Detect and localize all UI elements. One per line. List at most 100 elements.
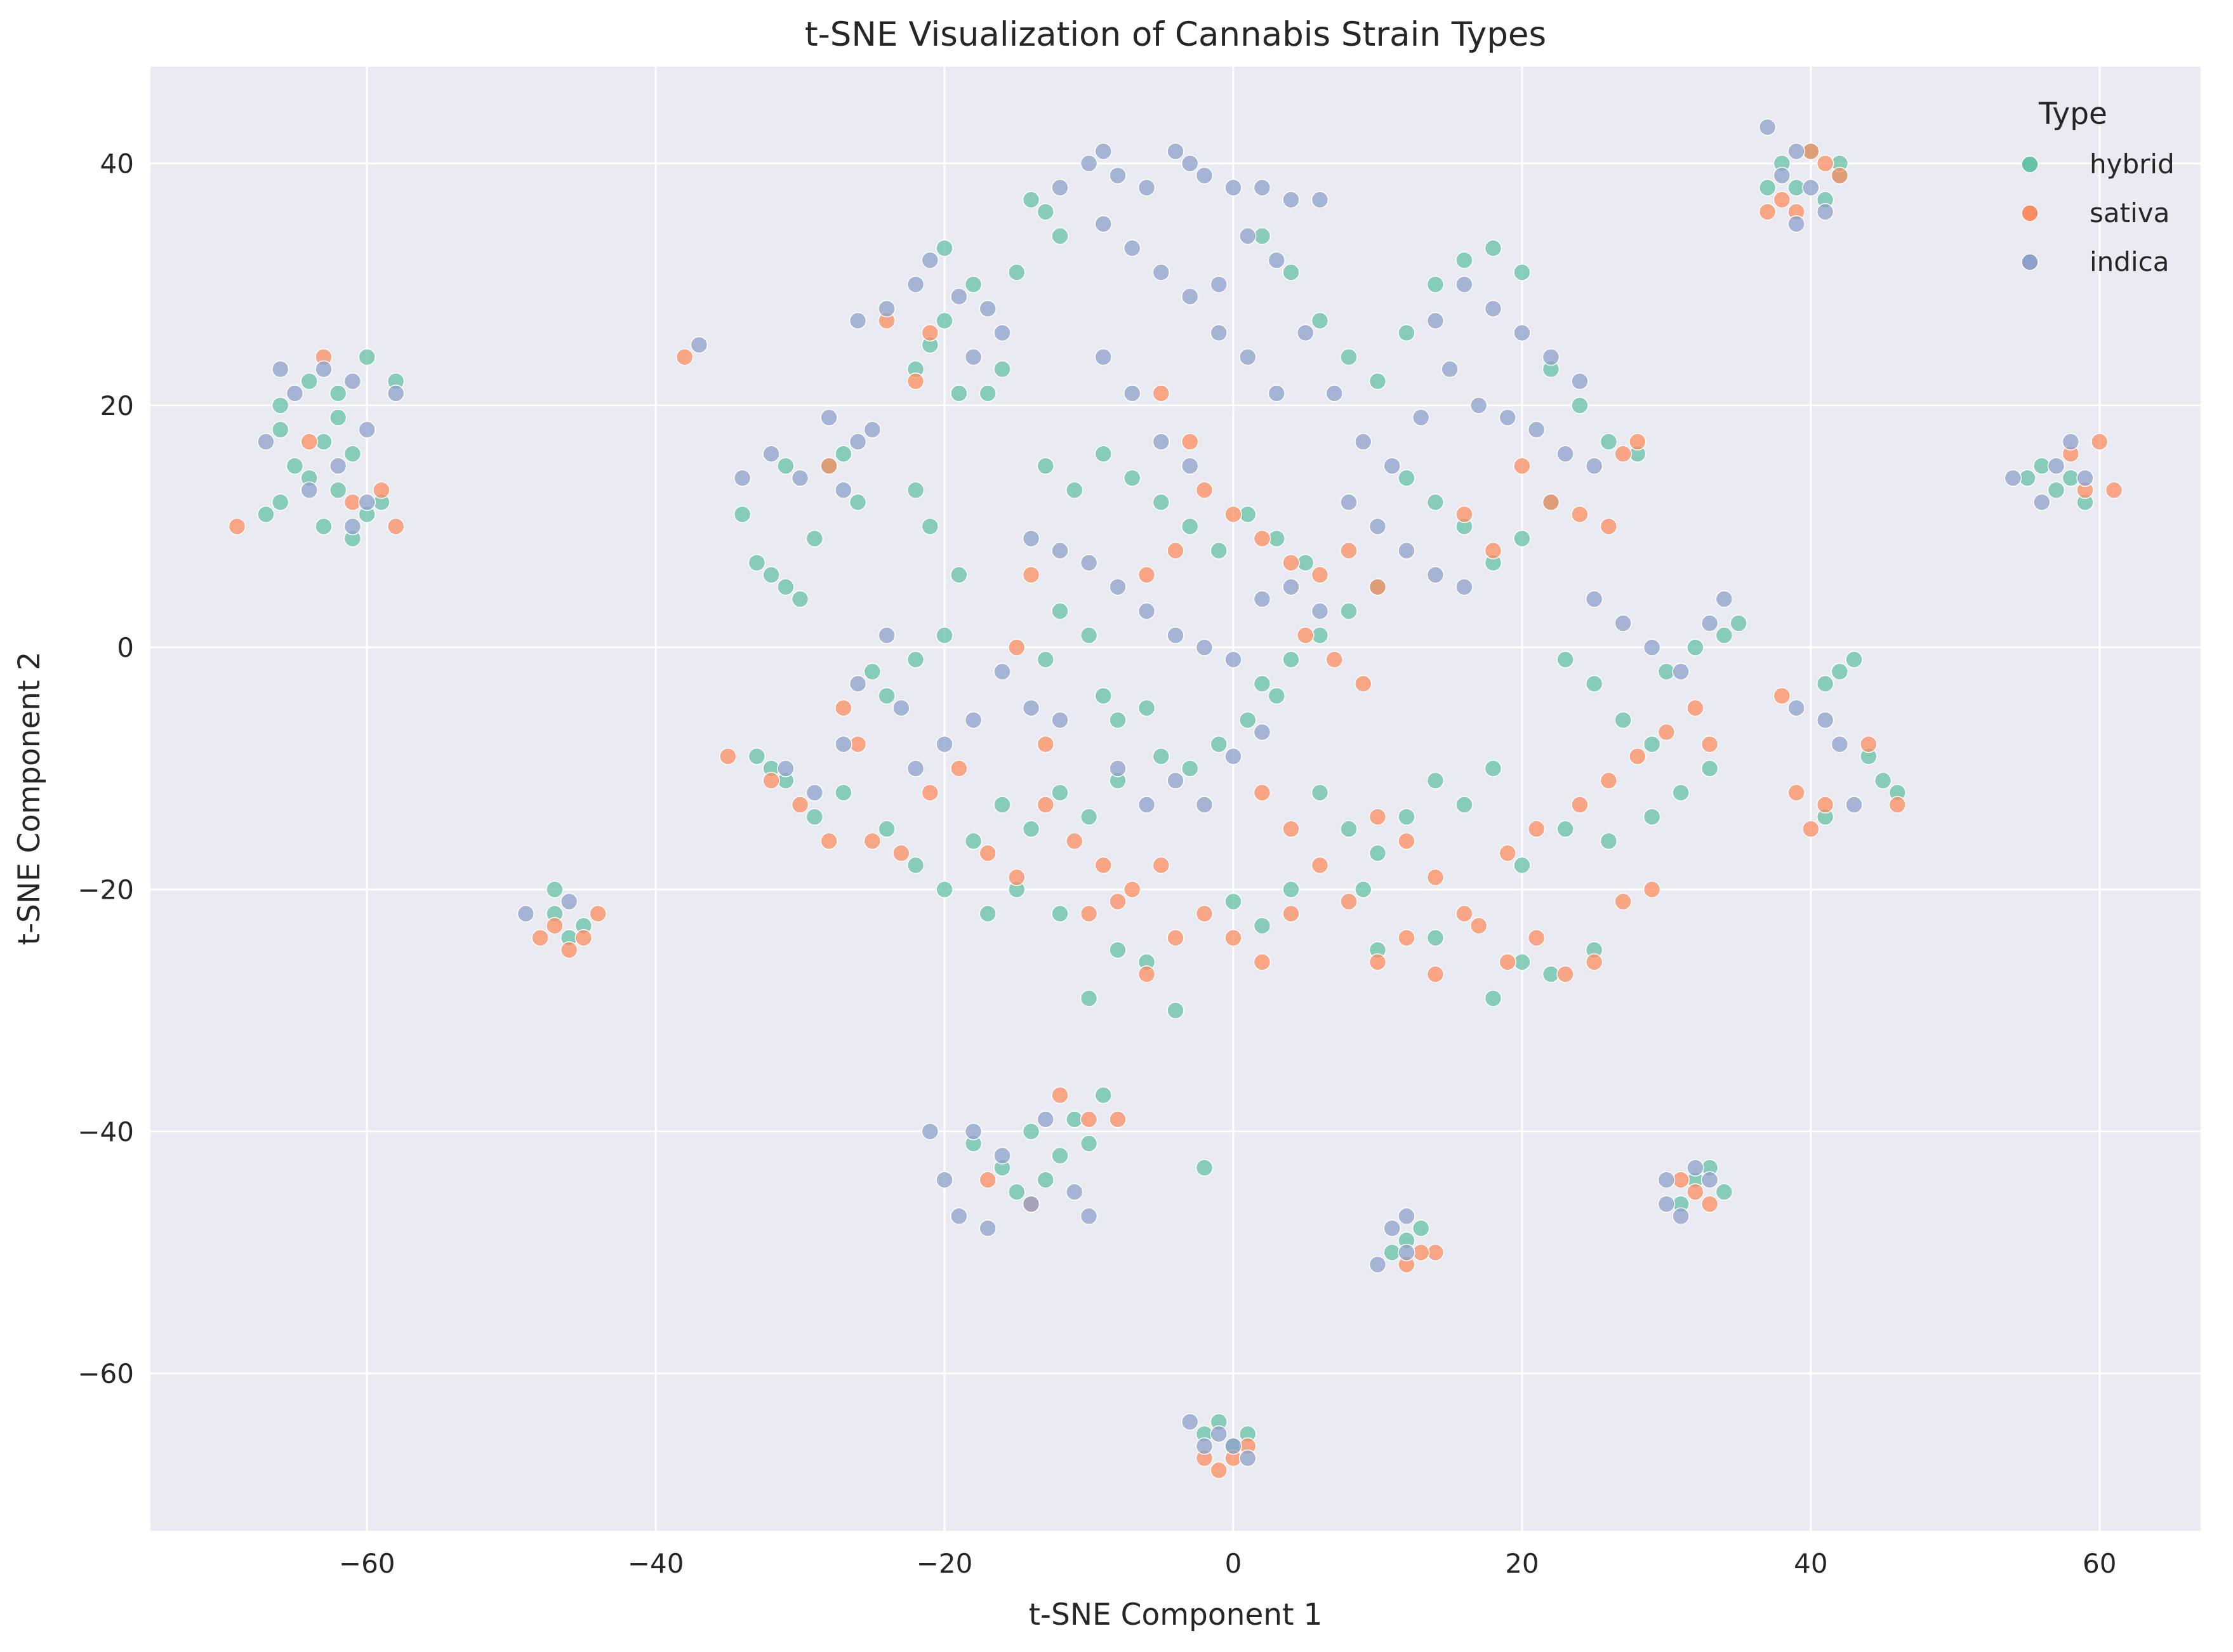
point-hybrid bbox=[1224, 892, 1242, 911]
point-sativa bbox=[1022, 566, 1040, 584]
point-indica bbox=[2033, 493, 2051, 512]
point-hybrid bbox=[329, 385, 347, 402]
point-hybrid bbox=[936, 239, 953, 257]
chart-title: t-SNE Visualization of Cannabis Strain T… bbox=[805, 15, 1546, 54]
legend-marker-sativa bbox=[2021, 204, 2039, 222]
point-sativa bbox=[1600, 517, 1618, 536]
point-hybrid bbox=[271, 493, 289, 512]
point-indica bbox=[1296, 324, 1315, 342]
point-hybrid bbox=[1080, 1135, 1098, 1153]
point-indica bbox=[1195, 796, 1214, 814]
point-sativa bbox=[1600, 772, 1618, 790]
point-indica bbox=[1282, 190, 1300, 209]
point-sativa bbox=[820, 457, 838, 475]
point-sativa bbox=[300, 433, 318, 451]
point-sativa bbox=[1657, 723, 1676, 741]
point-sativa bbox=[979, 1171, 997, 1189]
point-sativa bbox=[1787, 784, 1805, 802]
point-hybrid bbox=[1730, 614, 1747, 632]
point-indica bbox=[878, 626, 896, 644]
point-indica bbox=[906, 760, 925, 777]
point-hybrid bbox=[1368, 372, 1387, 390]
point-indica bbox=[1094, 215, 1113, 233]
x-tick-label: −60 bbox=[339, 1548, 395, 1579]
point-hybrid bbox=[1311, 784, 1329, 802]
point-hybrid bbox=[1600, 433, 1618, 451]
point-sativa bbox=[1686, 699, 1704, 717]
point-hybrid bbox=[1167, 1001, 1184, 1019]
legend-marker-hybrid bbox=[2021, 155, 2039, 173]
point-indica bbox=[1224, 178, 1242, 197]
y-tick-label: 20 bbox=[100, 390, 134, 421]
y-axis-label: t-SNE Component 2 bbox=[12, 652, 47, 946]
point-indica bbox=[517, 904, 535, 923]
point-hybrid bbox=[921, 517, 939, 536]
point-indica bbox=[1022, 699, 1040, 717]
point-hybrid bbox=[1556, 651, 1574, 668]
point-hybrid bbox=[1282, 651, 1300, 668]
point-hybrid bbox=[1051, 1147, 1069, 1165]
point-indica bbox=[1383, 457, 1401, 475]
point-indica bbox=[1181, 287, 1199, 306]
point-hybrid bbox=[1282, 263, 1300, 281]
point-indica bbox=[1080, 1207, 1098, 1226]
point-indica bbox=[1700, 1171, 1719, 1189]
point-hybrid bbox=[300, 372, 318, 390]
point-hybrid bbox=[1643, 808, 1661, 826]
point-sativa bbox=[1398, 929, 1415, 947]
point-sativa bbox=[1368, 808, 1387, 826]
series-sativa bbox=[228, 142, 2123, 1479]
point-indica bbox=[906, 275, 925, 293]
point-hybrid bbox=[1426, 929, 1445, 947]
point-hybrid bbox=[343, 445, 362, 463]
point-sativa bbox=[1181, 433, 1199, 451]
point-sativa bbox=[1282, 553, 1300, 572]
point-hybrid bbox=[1022, 190, 1040, 209]
point-indica bbox=[1195, 166, 1214, 185]
point-indica bbox=[1383, 1219, 1401, 1238]
legend-label-hybrid: hybrid bbox=[2090, 149, 2175, 180]
point-hybrid bbox=[979, 904, 997, 923]
point-indica bbox=[1109, 166, 1127, 185]
point-hybrid bbox=[257, 505, 275, 524]
point-hybrid bbox=[1426, 493, 1445, 512]
point-hybrid bbox=[777, 578, 795, 596]
point-indica bbox=[1758, 118, 1777, 136]
point-sativa bbox=[1051, 1086, 1069, 1104]
point-sativa bbox=[1224, 505, 1242, 524]
point-indica bbox=[1398, 1207, 1415, 1226]
point-indica bbox=[791, 469, 809, 487]
point-hybrid bbox=[906, 856, 925, 875]
point-hybrid bbox=[1109, 711, 1127, 729]
x-tick-label: −40 bbox=[628, 1548, 684, 1579]
point-indica bbox=[1845, 796, 1863, 814]
point-sativa bbox=[2105, 481, 2123, 499]
point-sativa bbox=[1585, 953, 1603, 971]
point-hybrid bbox=[271, 421, 289, 439]
point-indica bbox=[271, 360, 289, 378]
point-indica bbox=[343, 517, 362, 536]
point-sativa bbox=[1037, 735, 1055, 753]
point-indica bbox=[358, 493, 376, 512]
point-hybrid bbox=[1022, 820, 1040, 838]
point-hybrid bbox=[1426, 772, 1445, 790]
point-sativa bbox=[1109, 892, 1127, 911]
point-hybrid bbox=[1672, 784, 1690, 802]
point-hybrid bbox=[358, 348, 376, 366]
point-indica bbox=[1037, 1111, 1055, 1128]
point-sativa bbox=[1629, 433, 1647, 451]
point-indica bbox=[835, 735, 852, 753]
point-indica bbox=[1181, 154, 1199, 173]
point-sativa bbox=[589, 904, 607, 923]
point-indica bbox=[1109, 578, 1127, 596]
point-indica bbox=[1368, 517, 1387, 536]
point-indica bbox=[358, 421, 376, 439]
point-hybrid bbox=[1037, 457, 1055, 475]
point-indica bbox=[964, 1123, 983, 1140]
point-hybrid bbox=[1484, 760, 1502, 777]
legend: Type hybrid sativa indica bbox=[2021, 96, 2175, 277]
point-indica bbox=[1282, 578, 1300, 596]
point-sativa bbox=[1066, 832, 1083, 850]
point-indica bbox=[1368, 1255, 1387, 1274]
point-indica bbox=[1354, 433, 1372, 451]
